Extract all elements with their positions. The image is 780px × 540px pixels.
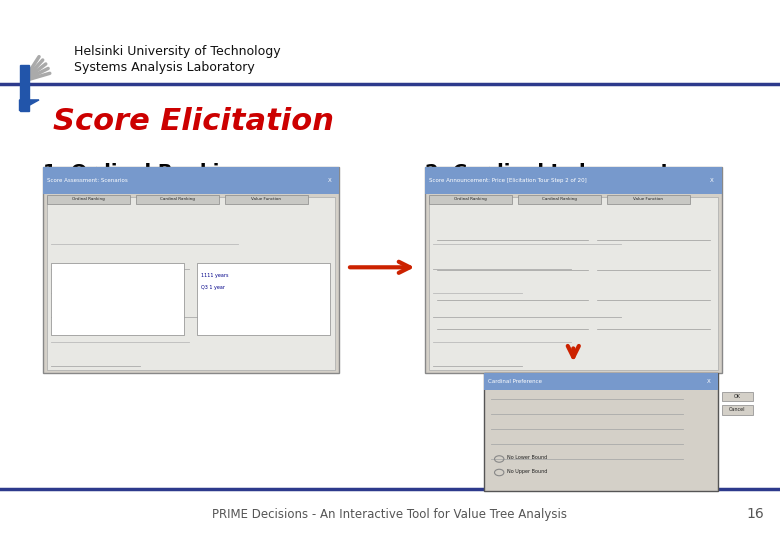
Text: Value Function: Value Function (251, 198, 281, 201)
Text: 1. Ordinal Ranking: 1. Ordinal Ranking (43, 163, 247, 183)
Text: Cardinal Ranking: Cardinal Ranking (160, 198, 195, 201)
Text: X: X (707, 379, 710, 384)
Text: Value Function: Value Function (633, 198, 663, 201)
FancyBboxPatch shape (47, 197, 335, 370)
Text: Systems Analysis Laboratory: Systems Analysis Laboratory (74, 61, 255, 74)
FancyBboxPatch shape (429, 197, 718, 370)
FancyBboxPatch shape (484, 373, 718, 491)
FancyBboxPatch shape (722, 392, 753, 401)
Text: Score Announcement: Price [Elicitation Tour Step 2 of 20]: Score Announcement: Price [Elicitation T… (429, 178, 587, 183)
FancyBboxPatch shape (43, 167, 339, 373)
Text: PRIME Decisions - An Interactive Tool for Value Tree Analysis: PRIME Decisions - An Interactive Tool fo… (212, 508, 568, 521)
Text: X: X (328, 178, 332, 183)
Text: 1111 years: 1111 years (201, 273, 229, 278)
Text: Ordinal Ranking: Ordinal Ranking (454, 198, 487, 201)
Text: 16: 16 (746, 507, 764, 521)
FancyBboxPatch shape (47, 195, 129, 204)
FancyBboxPatch shape (425, 167, 722, 194)
FancyBboxPatch shape (607, 195, 690, 204)
FancyBboxPatch shape (136, 195, 218, 204)
FancyBboxPatch shape (225, 195, 307, 204)
Text: X: X (711, 178, 714, 183)
Text: Ordinal Ranking: Ordinal Ranking (72, 198, 105, 201)
Text: OK: OK (734, 394, 740, 399)
Text: No Upper Bound: No Upper Bound (507, 469, 548, 474)
Polygon shape (20, 100, 39, 111)
Text: No Lower Bound: No Lower Bound (507, 455, 548, 461)
FancyBboxPatch shape (197, 263, 331, 335)
Text: Score Assessment: Scenarios: Score Assessment: Scenarios (47, 178, 128, 183)
FancyBboxPatch shape (484, 373, 718, 390)
FancyBboxPatch shape (722, 405, 753, 415)
FancyBboxPatch shape (425, 167, 722, 373)
Text: Cardinal Preference: Cardinal Preference (488, 379, 541, 384)
FancyBboxPatch shape (51, 263, 184, 335)
Text: Q3 1 year: Q3 1 year (201, 285, 225, 289)
FancyBboxPatch shape (518, 195, 601, 204)
Text: Cancel: Cancel (729, 407, 746, 413)
FancyBboxPatch shape (43, 167, 339, 194)
Text: Cardinal Ranking: Cardinal Ranking (542, 198, 577, 201)
Text: Helsinki University of Technology: Helsinki University of Technology (74, 45, 281, 58)
Polygon shape (20, 65, 29, 111)
Text: 2. Cardinal Judgements: 2. Cardinal Judgements (425, 163, 682, 183)
FancyBboxPatch shape (429, 195, 512, 204)
Text: Score Elicitation: Score Elicitation (53, 107, 334, 136)
